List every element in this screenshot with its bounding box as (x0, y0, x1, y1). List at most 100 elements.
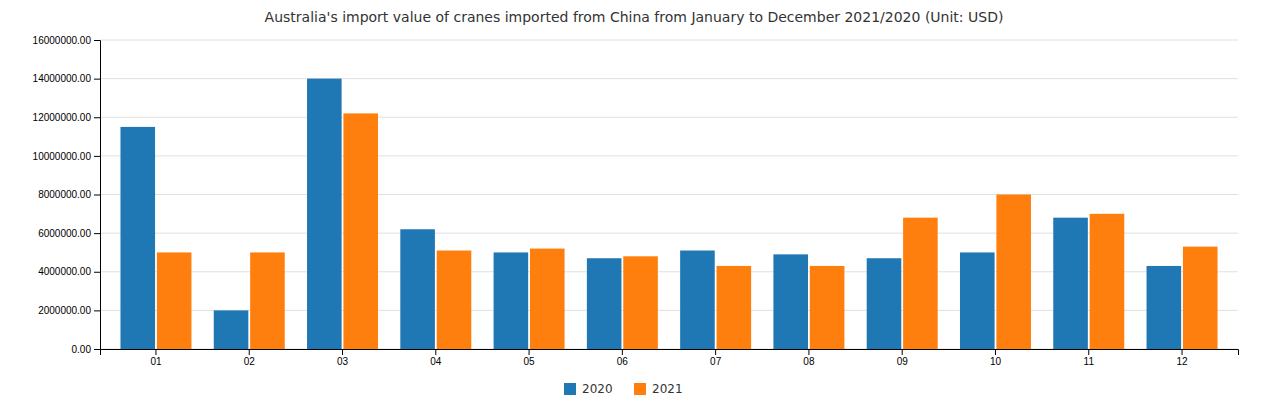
y-tick-label: 12000000.00 (33, 112, 92, 123)
bar (530, 249, 565, 349)
x-tick-label: 03 (337, 356, 349, 367)
axis-line (94, 41, 101, 350)
bar (867, 258, 902, 349)
axis-line (101, 350, 1239, 356)
x-tick-label: 01 (150, 356, 162, 367)
bar (1053, 218, 1088, 349)
y-tick-mark (94, 195, 100, 196)
y-tick: 6000000.00 (38, 228, 100, 239)
bar (437, 251, 472, 349)
y-tick: 0.00 (72, 344, 100, 355)
x-tick: 05 (524, 349, 536, 367)
bar (250, 252, 285, 349)
bar (960, 252, 995, 349)
bar (1147, 266, 1182, 349)
legend-item: 2020 (564, 382, 613, 396)
x-tick: 11 (1084, 349, 1095, 367)
grid-line (100, 155, 1238, 156)
x-tick: 12 (1176, 349, 1188, 367)
x-tick-label: 08 (803, 356, 815, 367)
x-tick-mark (249, 349, 250, 355)
y-tick-mark (94, 40, 100, 41)
title: Australia's import value of cranes impor… (265, 9, 1004, 25)
y-axis: 0.00 2000000.00 4000000.00 6000000.00 800000… (33, 35, 101, 355)
bar (1183, 247, 1218, 349)
x-tick-mark (155, 349, 156, 355)
bar (157, 252, 192, 349)
y-tick: 4000000.00 (38, 266, 100, 277)
x-tick-mark (1088, 349, 1089, 355)
y-tick: 12000000.00 (33, 112, 100, 123)
x-tick-mark (1182, 349, 1183, 355)
x-tick-mark (995, 349, 996, 355)
y-tick-label: 2000000.00 (38, 305, 91, 316)
x-tick-mark (529, 349, 530, 355)
y-tick-label: 16000000.00 (33, 35, 92, 46)
x-tick-mark (435, 349, 436, 355)
grid-line (100, 194, 1238, 195)
x-tick: 07 (710, 349, 722, 367)
x-tick-label: 09 (897, 356, 909, 367)
y-tick-label: 8000000.00 (38, 189, 91, 200)
x-tick-label: 12 (1176, 356, 1188, 367)
bar (773, 254, 808, 349)
chart: Australia's import value of cranes impor… (0, 0, 1268, 411)
bar (400, 229, 435, 349)
x-tick-label: 11 (1084, 356, 1095, 367)
grid-line (100, 78, 1238, 79)
x-tick: 08 (803, 349, 815, 367)
y-tick-mark (94, 156, 100, 157)
x-tick-label: 07 (710, 356, 722, 367)
y-tick-mark (94, 233, 100, 234)
bars (120, 79, 1217, 349)
bar (810, 266, 845, 349)
x-tick: 04 (430, 349, 442, 367)
y-tick: 8000000.00 (38, 189, 100, 200)
bar (120, 127, 155, 349)
plot: 0.00 2000000.00 4000000.00 6000000.00 800000… (33, 35, 1239, 367)
y-tick-label: 0.00 (72, 344, 92, 355)
y-tick-mark (94, 272, 100, 273)
bar (680, 251, 715, 349)
grid-line (100, 40, 1238, 41)
x-tick: 02 (244, 349, 256, 367)
x-tick-mark (715, 349, 716, 355)
x-tick-mark (342, 349, 343, 355)
y-tick-label: 14000000.00 (33, 73, 92, 84)
bar (903, 218, 938, 349)
y-tick-label: 4000000.00 (38, 266, 91, 277)
y-tick-mark (94, 79, 100, 80)
grid (100, 40, 1238, 349)
y-tick-mark (94, 310, 100, 311)
bar (343, 113, 378, 349)
y-tick: 10000000.00 (33, 151, 100, 162)
bar (214, 310, 249, 349)
y-tick-label: 6000000.00 (38, 228, 91, 239)
x-tick: 06 (617, 349, 629, 367)
y-tick-label: 10000000.00 (33, 151, 92, 162)
bar (1090, 214, 1125, 349)
y-tick-mark (94, 349, 100, 350)
bar (623, 256, 658, 349)
bar (587, 258, 622, 349)
legend: 2020 2021 (564, 382, 683, 396)
legend-label: 2020 (582, 382, 613, 396)
x-axis: 01 02 03 04 05 06 07 08 09 10 11 12 (101, 349, 1239, 367)
bar (307, 79, 342, 349)
x-tick-label: 05 (524, 356, 536, 367)
y-tick-mark (94, 117, 100, 118)
y-tick: 2000000.00 (38, 305, 100, 316)
x-tick-label: 06 (617, 356, 629, 367)
x-tick: 03 (337, 349, 349, 367)
x-tick: 01 (150, 349, 162, 367)
legend-label: 2021 (652, 382, 683, 396)
bar (494, 252, 529, 349)
bar (717, 266, 752, 349)
x-tick-label: 10 (990, 356, 1002, 367)
y-tick: 14000000.00 (33, 73, 100, 84)
x-tick-label: 04 (430, 356, 442, 367)
x-tick: 10 (990, 349, 1002, 367)
grid-line (100, 117, 1238, 118)
bar-series (157, 113, 1218, 349)
x-tick-mark (622, 349, 623, 355)
